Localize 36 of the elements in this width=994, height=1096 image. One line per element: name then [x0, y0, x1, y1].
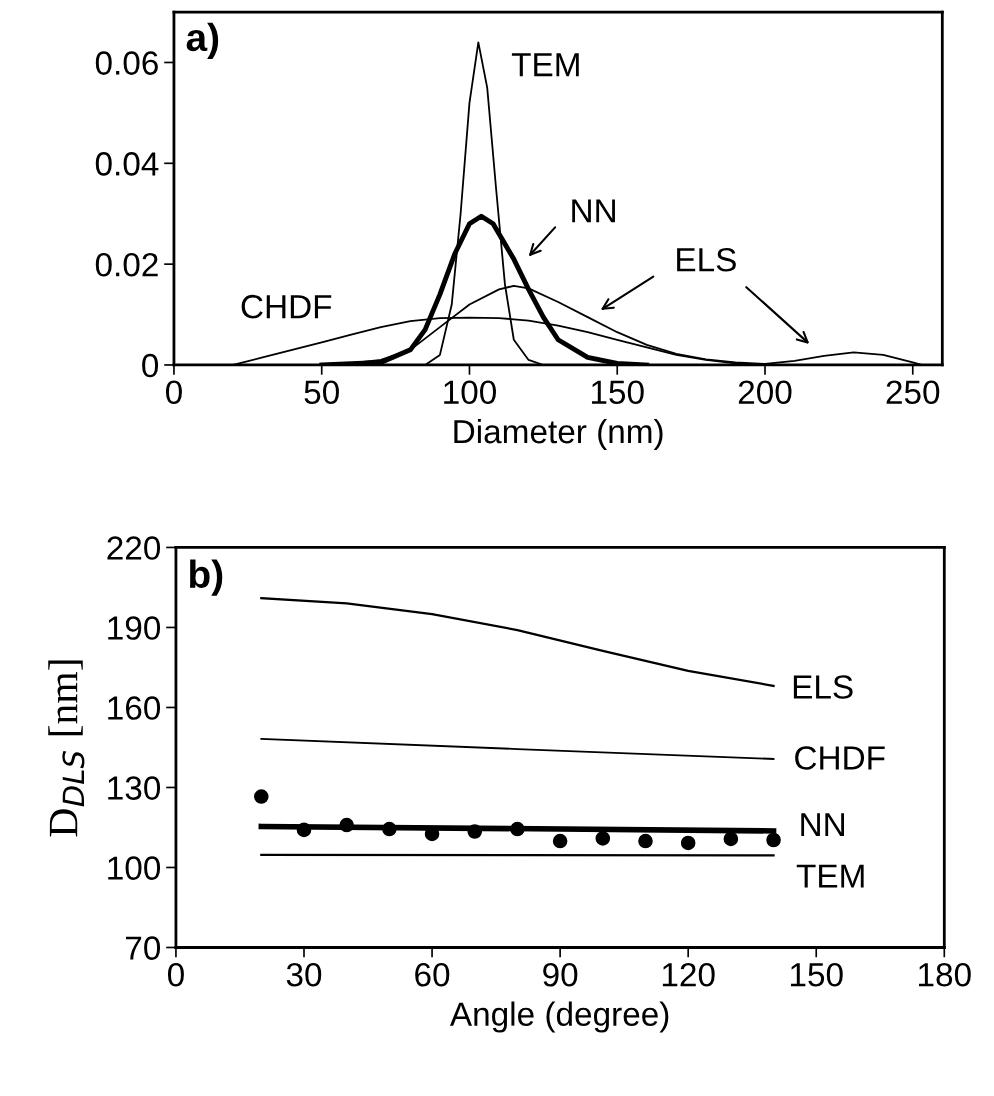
x-axis-title: Angle (degree) — [449, 1001, 669, 1033]
y-tick-label: 130 — [108, 776, 161, 800]
y-axis-title: D$_{DLS}$ [nm] — [48, 660, 85, 837]
x-tick-label: 100 — [444, 380, 496, 405]
y-tick-label: 0.04 — [95, 152, 159, 176]
series-label: TEM — [511, 53, 579, 77]
x-tick-label: 150 — [591, 380, 644, 405]
series-label: CHDF — [241, 294, 332, 319]
y-tick-label: 160 — [108, 696, 161, 720]
series-label: CHDF — [795, 746, 885, 770]
y-tick-label: 0.02 — [95, 252, 158, 277]
x-tick-label: 120 — [662, 962, 715, 987]
x-tick-label: 30 — [286, 962, 322, 987]
x-tick-label: 90 — [543, 962, 578, 987]
x-tick-label: 0 — [167, 962, 184, 987]
x-tick-label: 200 — [738, 380, 792, 405]
annotation: a) — [186, 22, 219, 59]
x-tick-label: 150 — [790, 962, 843, 987]
series-label: ELS — [793, 675, 853, 699]
y-tick-label: 0.06 — [95, 51, 158, 75]
series-label: NN — [801, 813, 844, 837]
y-tick-label: 0 — [142, 353, 159, 378]
series-label: TEM — [796, 864, 864, 888]
x-tick-label: 0 — [165, 380, 182, 405]
text: NN — [572, 199, 615, 223]
x-tick-label: 60 — [415, 962, 450, 987]
y-tick-label: 220 — [107, 536, 161, 560]
text: ELS — [677, 247, 736, 272]
x-tick-label: 180 — [919, 962, 971, 987]
annotation: b) — [190, 559, 223, 596]
x-tick-label: 50 — [304, 380, 339, 405]
x-tick-label: 250 — [886, 380, 940, 405]
y-tick-label: 70 — [125, 936, 161, 960]
y-tick-label: 190 — [108, 616, 161, 640]
x-axis-title: Diameter (nm) — [454, 418, 663, 451]
y-tick-label: 100 — [108, 856, 161, 880]
